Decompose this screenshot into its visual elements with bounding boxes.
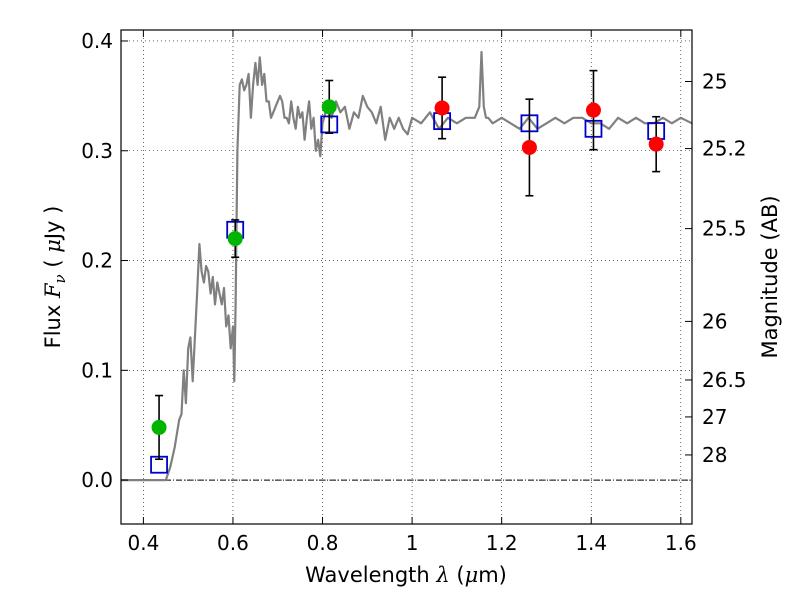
y-tick-label: 0.3	[81, 139, 113, 163]
mag-tick-label: 25.5	[702, 217, 747, 241]
data-point	[151, 419, 167, 435]
y2-axis-label: Magnitude (AB)	[758, 195, 782, 358]
x-tick-label: 1.6	[665, 531, 697, 555]
series-layer	[121, 50, 693, 482]
x-tick-label: 0.6	[217, 531, 249, 555]
mag-tick-label: 26.5	[702, 368, 747, 392]
mag-tick-label: 28	[702, 443, 727, 467]
data-point	[434, 100, 450, 116]
mag-tick-label: 26	[702, 309, 727, 333]
ticks: 0.4 0.6 0.8 1 1.2 1.4 1.6 0.0 0.1 0.2 0.3 0.4 25 25.2…	[81, 29, 746, 555]
sed-line	[121, 50, 693, 482]
x-tick-label: 0.8	[307, 531, 339, 555]
x-tick-label: 1.4	[575, 531, 607, 555]
plot-frame	[120, 29, 693, 525]
data-point	[321, 99, 337, 115]
x-axis-label: Wavelength λ (μm)	[305, 563, 507, 587]
y-tick-label: 0.0	[81, 468, 113, 492]
data-point	[227, 231, 243, 247]
x-tick-label: 0.4	[127, 531, 159, 555]
y-axis-label: Flux Fν ( μJy )	[41, 206, 69, 349]
x-tick-label: 1	[406, 531, 419, 555]
plot-background	[121, 30, 692, 524]
mag-tick-label: 25.2	[702, 137, 747, 161]
x-tick-label: 1.2	[486, 531, 518, 555]
data-point	[521, 139, 537, 155]
y-tick-label: 0.1	[81, 358, 113, 382]
mag-tick-label: 27	[702, 405, 727, 429]
mag-tick-label: 25	[702, 70, 727, 94]
data-point	[648, 136, 664, 152]
data-point	[585, 102, 601, 118]
y-tick-label: 0.4	[81, 29, 113, 53]
y-tick-label: 0.2	[81, 249, 113, 273]
